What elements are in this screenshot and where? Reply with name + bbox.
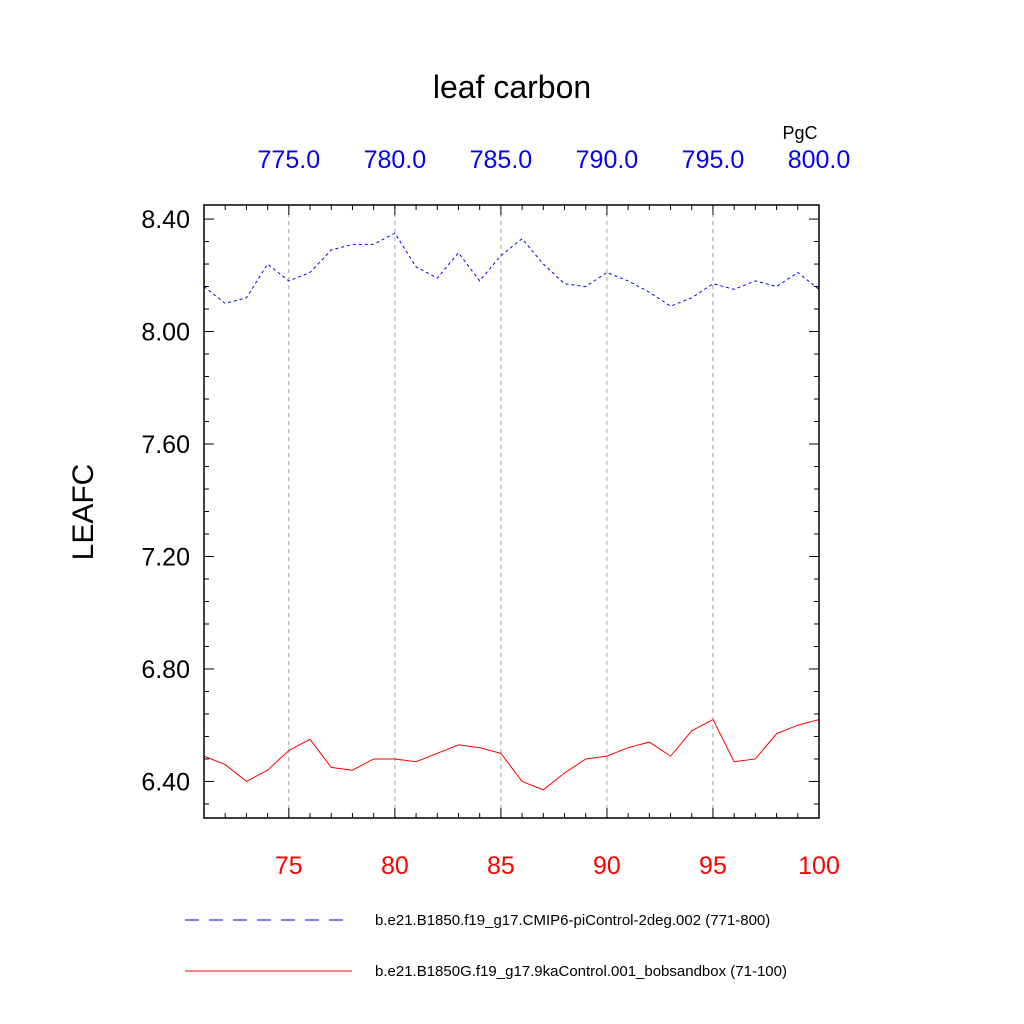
x-top-tick-label: 780.0 xyxy=(364,146,427,174)
x-bottom-tick-label: 85 xyxy=(487,852,515,880)
y-tick-label: 7.60 xyxy=(141,431,190,459)
x-bottom-tick-labels: 75 80 85 90 95 100 xyxy=(275,852,840,880)
y-tick-label: 7.20 xyxy=(141,543,190,571)
y-tick-labels: 6.40 6.80 7.20 7.60 8.00 8.40 xyxy=(141,206,190,796)
units-label: PgC xyxy=(782,123,817,143)
series-lines xyxy=(203,232,820,791)
y-axis-label: LEAFC xyxy=(67,464,100,561)
x-bottom-tick-label: 80 xyxy=(381,852,409,880)
x-bottom-tick-label: 75 xyxy=(275,852,303,880)
legend-label-9ka-control: b.e21.B1850G.f19_g17.9kaControl.001_bobs… xyxy=(375,963,787,980)
chart-title: leaf carbon xyxy=(433,69,591,105)
x-top-tick-label: 790.0 xyxy=(576,146,639,174)
x-top-tick-label: 785.0 xyxy=(470,146,533,174)
gridlines xyxy=(288,205,714,818)
series-line-control-2deg xyxy=(203,232,820,307)
y-tick-label: 6.80 xyxy=(141,656,190,684)
legend: b.e21.B1850.f19_g17.CMIP6-piControl-2deg… xyxy=(185,912,787,980)
legend-label-control-2deg: b.e21.B1850.f19_g17.CMIP6-piControl-2deg… xyxy=(375,912,770,929)
y-tick-label: 6.40 xyxy=(141,768,190,796)
y-tick-label: 8.00 xyxy=(141,319,190,347)
plot-frame xyxy=(203,204,820,819)
x-bottom-tick-label: 90 xyxy=(593,852,621,880)
x-top-tick-label: 795.0 xyxy=(682,146,745,174)
axis-ticks xyxy=(203,205,820,818)
x-top-tick-label: 800.0 xyxy=(788,146,851,174)
y-tick-label: 8.40 xyxy=(141,206,190,234)
x-bottom-tick-label: 100 xyxy=(798,852,840,880)
x-top-tick-labels: 775.0 780.0 785.0 790.0 795.0 800.0 xyxy=(258,146,851,174)
series-line-9ka-control xyxy=(203,718,820,791)
x-bottom-tick-label: 95 xyxy=(699,852,727,880)
x-top-tick-label: 775.0 xyxy=(258,146,321,174)
